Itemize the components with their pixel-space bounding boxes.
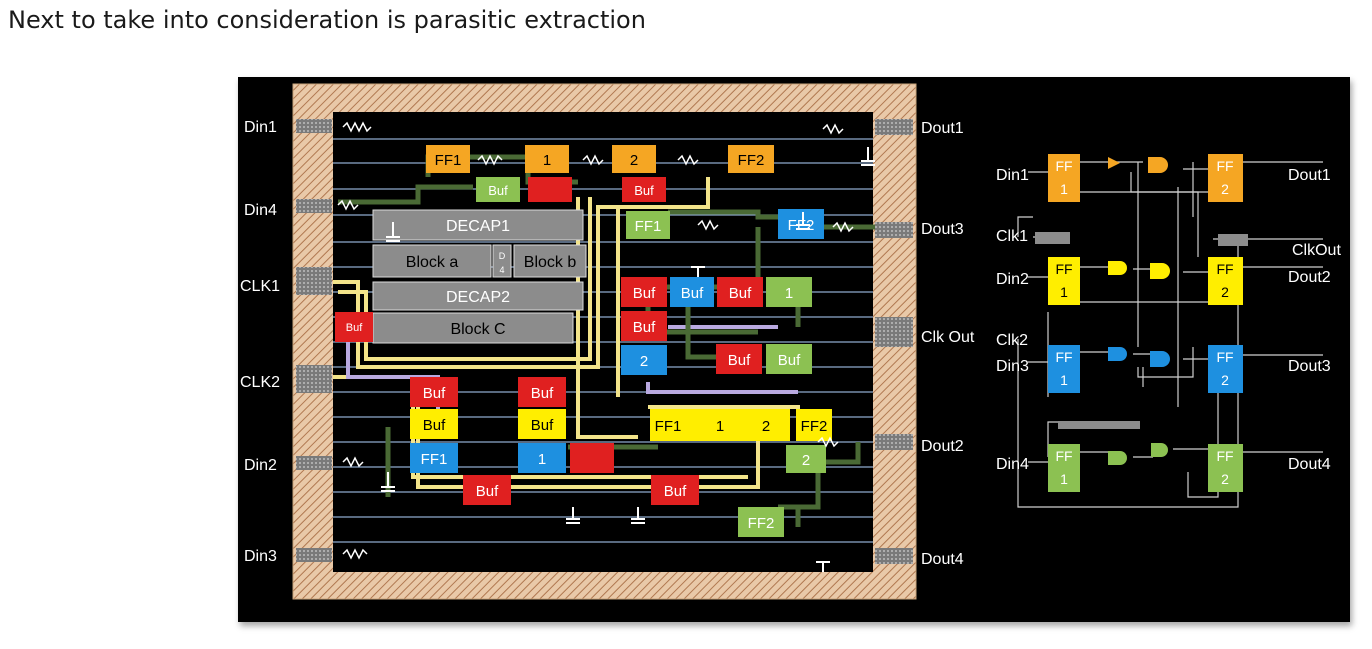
- chip-layout: DECAP1 Block a D 4 Block b DECAP2 Block …: [240, 83, 975, 600]
- clk1-delay: [1035, 232, 1070, 244]
- svg-text:Buf: Buf: [681, 285, 704, 302]
- svg-text:D: D: [499, 251, 506, 261]
- svg-text:1: 1: [716, 418, 724, 435]
- svg-text:Buf: Buf: [476, 483, 499, 500]
- svg-text:Buf: Buf: [633, 285, 656, 302]
- parasitic-extraction-figure: DECAP1 Block a D 4 Block b DECAP2 Block …: [238, 77, 1350, 622]
- io-pads: [296, 119, 913, 564]
- svg-text:Buf: Buf: [729, 285, 752, 302]
- schematic-labels: Din1 Clk1 Din2 Clk2 Din3 Din4 Dout1 ClkO…: [996, 167, 1341, 473]
- parasitic-resistors: [337, 121, 854, 560]
- svg-text:1: 1: [538, 451, 546, 468]
- svg-text:1: 1: [785, 285, 793, 302]
- svg-text:2: 2: [1221, 471, 1229, 487]
- block-b: [513, 244, 587, 278]
- pin-dout1: Dout1: [921, 120, 964, 137]
- sch-din4: Din4: [996, 456, 1029, 473]
- pin-clk2: CLK2: [240, 374, 280, 391]
- pin-dout3: Dout3: [921, 221, 964, 238]
- svg-text:2: 2: [640, 353, 648, 370]
- page-title: Next to take into consideration is paras…: [8, 6, 646, 34]
- pin-dout2: Dout2: [921, 438, 964, 455]
- clk2-delay: [1058, 421, 1140, 429]
- decap1-label: DECAP1: [446, 218, 510, 235]
- sch-dout2: Dout2: [1288, 269, 1331, 286]
- sch-clkout: ClkOut: [1292, 242, 1341, 259]
- sch-din1: Din1: [996, 167, 1029, 184]
- schematic-flipflops: FF 1 FF 2 FF 1 FF 2 FF 1 FF 2 FF 1 FF 2: [1048, 154, 1243, 492]
- svg-text:2: 2: [1221, 181, 1229, 197]
- svg-text:FF1: FF1: [421, 451, 448, 468]
- sch-din3: Din3: [996, 358, 1029, 375]
- schematic-gates: [1108, 157, 1170, 465]
- svg-text:Buf: Buf: [423, 385, 446, 402]
- block-c-label: Block C: [450, 321, 505, 338]
- svg-text:FF1: FF1: [435, 152, 462, 169]
- block-b-label: Block b: [524, 254, 577, 271]
- svg-text:1: 1: [1060, 181, 1068, 197]
- pin-din3: Din3: [244, 548, 277, 565]
- svg-text:FF2: FF2: [738, 152, 765, 169]
- svg-text:FF: FF: [1216, 349, 1233, 365]
- pin-din1: Din1: [244, 119, 277, 136]
- svg-text:2: 2: [630, 152, 638, 169]
- svg-text:FF2: FF2: [801, 418, 828, 435]
- pin-din2: Din2: [244, 457, 277, 474]
- svg-text:FF: FF: [1216, 261, 1233, 277]
- sch-clk1: Clk1: [996, 228, 1028, 245]
- standard-cells: FF1 1 2 FF2 Buf Buf FF1 FF2 Buf Buf Buf …: [335, 145, 832, 537]
- sch-din2: Din2: [996, 271, 1029, 288]
- svg-text:FF2: FF2: [748, 515, 775, 532]
- decap2-block: [372, 281, 584, 311]
- svg-text:FF: FF: [1055, 448, 1072, 464]
- clkout-delay: [1218, 234, 1248, 246]
- svg-text:Buf: Buf: [423, 417, 446, 434]
- decap1-block: [372, 209, 584, 241]
- svg-text:Buf: Buf: [633, 319, 656, 336]
- layout-pin-labels: Din1 Din4 CLK1 CLK2 Din2 Din3 Dout1 Dout…: [240, 119, 975, 568]
- block-c: [372, 312, 574, 344]
- decap2-label: DECAP2: [446, 289, 510, 306]
- svg-text:Buf: Buf: [634, 183, 654, 198]
- block-a-label: Block a: [406, 254, 459, 271]
- svg-text:FF1: FF1: [635, 218, 662, 235]
- schematic: FF 1 FF 2 FF 1 FF 2 FF 1 FF 2 FF 1 FF 2 Din1 Clk…: [996, 154, 1341, 508]
- parasitic-capacitors: [381, 147, 875, 572]
- pin-clkout: Clk Out: [921, 329, 975, 346]
- svg-text:Buf: Buf: [728, 352, 751, 369]
- svg-text:Buf: Buf: [664, 483, 687, 500]
- d4-block: [492, 244, 512, 278]
- pin-clk1: CLK1: [240, 278, 280, 295]
- pin-dout4: Dout4: [921, 551, 964, 568]
- svg-text:Buf: Buf: [531, 385, 554, 402]
- svg-text:Buf: Buf: [531, 417, 554, 434]
- block-a: [372, 244, 492, 278]
- svg-text:FF: FF: [1055, 261, 1072, 277]
- svg-text:4: 4: [499, 265, 504, 275]
- svg-text:FF1: FF1: [655, 418, 682, 435]
- svg-text:Buf: Buf: [346, 322, 363, 334]
- svg-text:1: 1: [1060, 471, 1068, 487]
- svg-text:FF: FF: [1216, 448, 1233, 464]
- svg-text:FF: FF: [1216, 158, 1233, 174]
- svg-text:Buf: Buf: [778, 352, 801, 369]
- sch-clk2: Clk2: [996, 332, 1028, 349]
- sch-dout3: Dout3: [1288, 358, 1331, 375]
- svg-text:2: 2: [1221, 284, 1229, 300]
- macro-blocks: DECAP1 Block a D 4 Block b DECAP2 Block …: [372, 209, 587, 344]
- svg-text:1: 1: [1060, 284, 1068, 300]
- svg-text:2: 2: [802, 452, 810, 469]
- pin-din4: Din4: [244, 202, 277, 219]
- sch-dout4: Dout4: [1288, 456, 1331, 473]
- svg-text:FF: FF: [1055, 349, 1072, 365]
- sch-dout1: Dout1: [1288, 167, 1331, 184]
- svg-text:1: 1: [1060, 372, 1068, 388]
- svg-text:Buf: Buf: [488, 183, 508, 198]
- svg-text:2: 2: [1221, 372, 1229, 388]
- svg-text:1: 1: [543, 152, 551, 169]
- svg-text:2: 2: [762, 418, 770, 435]
- svg-text:FF: FF: [1055, 158, 1072, 174]
